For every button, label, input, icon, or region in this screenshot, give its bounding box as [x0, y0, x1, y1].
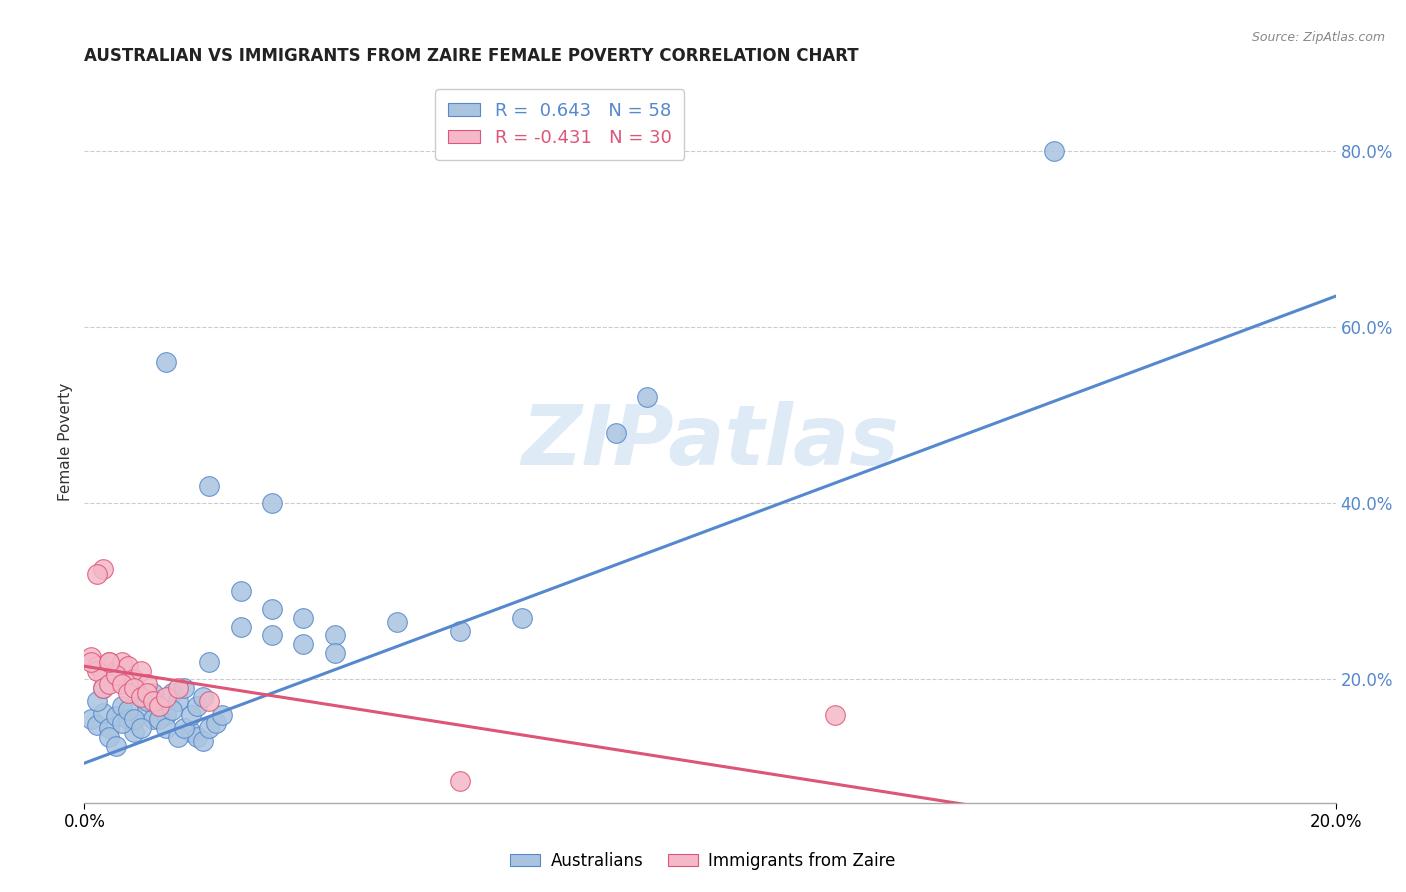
Point [148, 712, 170, 726]
Point [98, 730, 121, 744]
Point [155, 355, 177, 369]
Point [91, 668, 114, 682]
Point [111, 716, 134, 731]
Point [142, 686, 165, 700]
Point [167, 694, 190, 708]
Point [155, 707, 177, 722]
Point [142, 712, 165, 726]
Point [449, 773, 471, 788]
Point [98, 677, 121, 691]
Point [262, 602, 284, 616]
Point [160, 703, 183, 717]
Text: AUSTRALIAN VS IMMIGRANTS FROM ZAIRE FEMALE POVERTY CORRELATION CHART: AUSTRALIAN VS IMMIGRANTS FROM ZAIRE FEMA… [84, 47, 859, 65]
Point [167, 681, 190, 696]
Point [167, 730, 190, 744]
Point [111, 698, 134, 713]
Point [198, 655, 221, 669]
Point [79, 650, 101, 665]
Y-axis label: Female Poverty: Female Poverty [58, 383, 73, 500]
Point [637, 391, 659, 405]
Point [142, 694, 165, 708]
Point [79, 712, 101, 726]
Legend: R =  0.643   N = 58, R = -0.431   N = 30: R = 0.643 N = 58, R = -0.431 N = 30 [436, 89, 685, 160]
Point [605, 425, 627, 440]
Point [292, 611, 315, 625]
Text: Source: ZipAtlas.com: Source: ZipAtlas.com [1251, 31, 1385, 45]
Point [124, 673, 146, 687]
Point [193, 690, 215, 704]
Point [124, 681, 146, 696]
Point [148, 698, 170, 713]
Point [173, 681, 195, 696]
Point [91, 562, 114, 576]
Point [323, 646, 346, 660]
Point [91, 681, 114, 696]
Point [104, 739, 127, 753]
Point [198, 721, 221, 735]
Point [86, 694, 108, 708]
Point [155, 721, 177, 735]
Point [449, 624, 471, 638]
Point [824, 707, 846, 722]
Point [117, 703, 139, 717]
Point [124, 712, 146, 726]
Point [204, 716, 226, 731]
Point [512, 611, 534, 625]
Point [111, 677, 134, 691]
Legend: Australians, Immigrants from Zaire: Australians, Immigrants from Zaire [503, 846, 903, 877]
Point [155, 690, 177, 704]
Point [160, 686, 183, 700]
Point [91, 681, 114, 696]
Point [136, 694, 159, 708]
Point [79, 655, 101, 669]
Point [86, 659, 108, 673]
Point [385, 615, 409, 630]
Point [180, 707, 202, 722]
Point [262, 628, 284, 642]
Point [129, 690, 152, 704]
Point [198, 478, 221, 492]
Point [91, 706, 114, 720]
Point [1043, 144, 1066, 158]
Point [86, 718, 108, 732]
Point [292, 637, 315, 651]
Point [117, 712, 139, 726]
Point [173, 721, 195, 735]
Point [136, 686, 159, 700]
Point [86, 566, 108, 581]
Point [111, 655, 134, 669]
Point [98, 655, 121, 669]
Point [129, 690, 152, 704]
Point [104, 709, 127, 723]
Point [117, 659, 139, 673]
Text: ZIPatlas: ZIPatlas [522, 401, 898, 482]
Point [229, 584, 252, 599]
Point [98, 721, 121, 735]
Point [129, 721, 152, 735]
Point [136, 677, 159, 691]
Point [229, 619, 252, 633]
Point [186, 730, 208, 744]
Point [124, 725, 146, 739]
Point [198, 694, 221, 708]
Point [193, 734, 215, 748]
Point [86, 664, 108, 678]
Point [262, 496, 284, 510]
Point [148, 698, 170, 713]
Point [117, 686, 139, 700]
Point [104, 668, 127, 682]
Point [323, 628, 346, 642]
Point [104, 664, 127, 678]
Point [129, 664, 152, 678]
Point [98, 655, 121, 669]
Point [136, 703, 159, 717]
Point [211, 707, 233, 722]
Point [180, 725, 202, 739]
Point [186, 698, 208, 713]
